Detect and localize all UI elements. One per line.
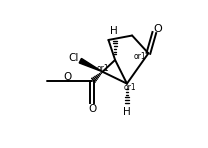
Text: H: H bbox=[110, 26, 118, 36]
Polygon shape bbox=[79, 58, 103, 72]
Text: Cl: Cl bbox=[68, 53, 79, 63]
Text: or1: or1 bbox=[134, 52, 146, 61]
Text: O: O bbox=[154, 24, 162, 34]
Text: H: H bbox=[123, 107, 131, 118]
Text: O: O bbox=[64, 72, 72, 82]
Text: or1: or1 bbox=[124, 83, 137, 92]
Text: or1: or1 bbox=[97, 64, 109, 73]
Text: O: O bbox=[88, 104, 96, 114]
